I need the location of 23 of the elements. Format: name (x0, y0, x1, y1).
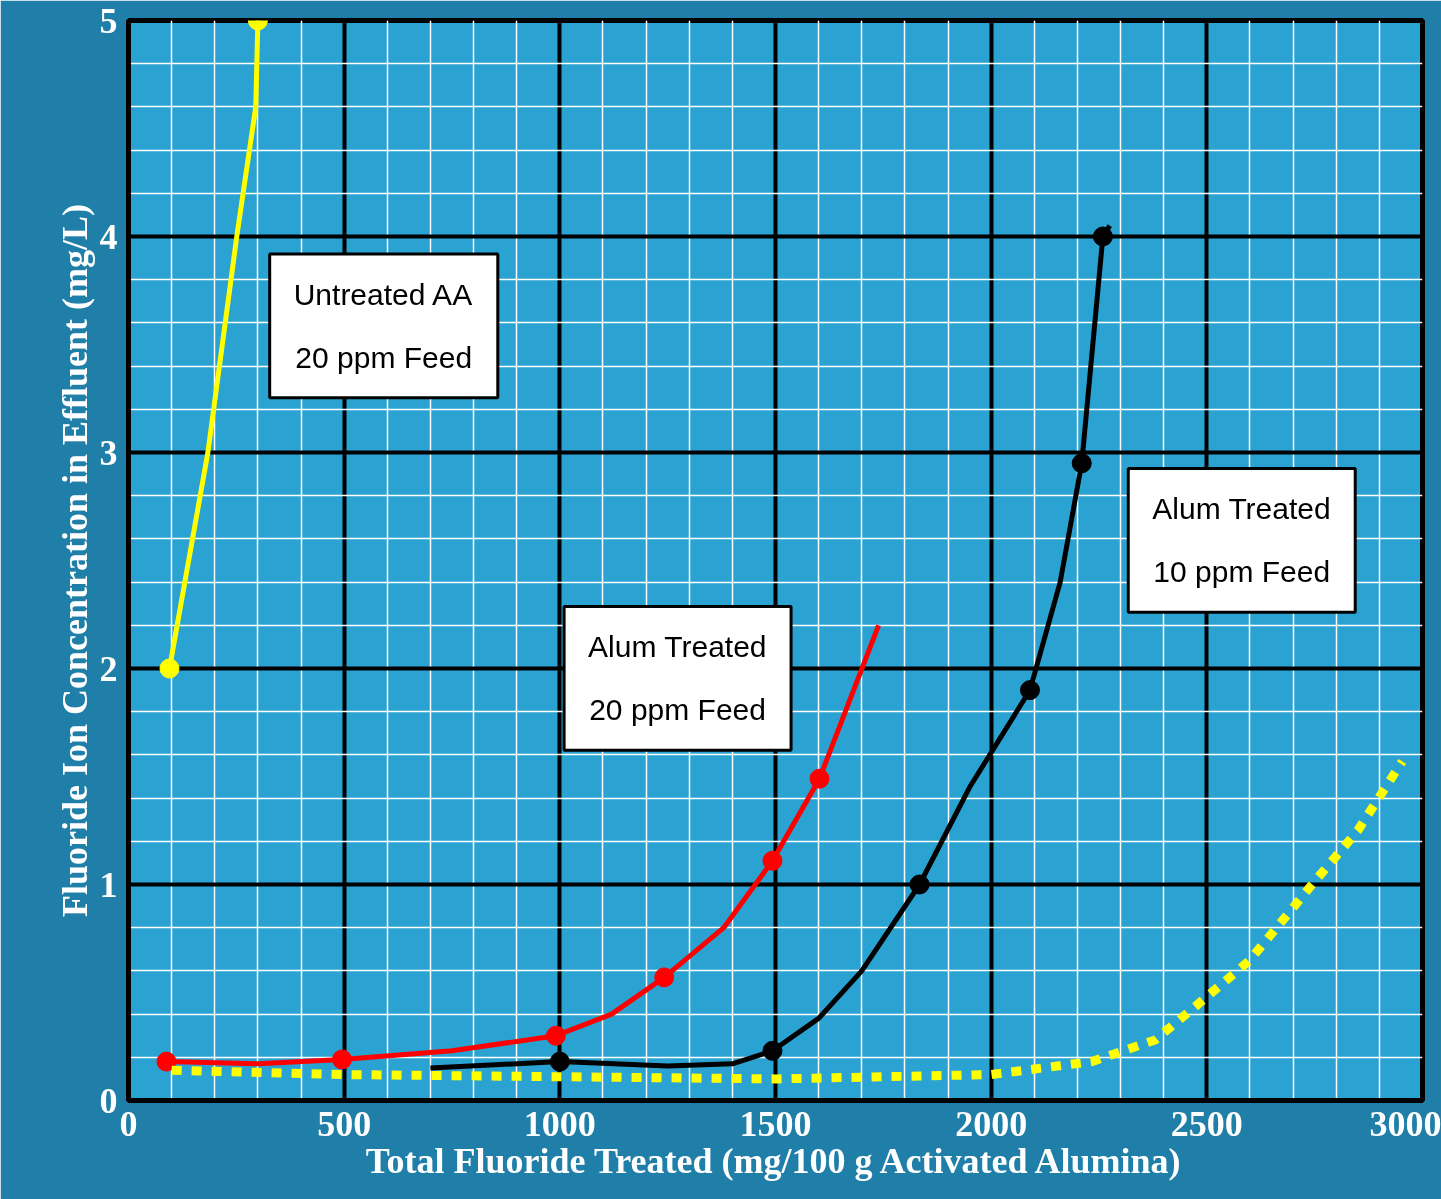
y-tick-label: 3 (99, 432, 118, 473)
y-tick-label: 5 (99, 0, 118, 41)
text: Untreated AA 20 ppm Feed (293, 278, 473, 374)
text: Alum Treated 20 ppm Feed (588, 630, 767, 727)
point (1071, 453, 1092, 474)
point (1019, 680, 1040, 701)
y-tick-label: 2 (99, 648, 118, 689)
y-tick-label: 1 (99, 864, 118, 905)
point (762, 1040, 783, 1061)
text: Alum Treated 10 ppm Feed (1152, 492, 1331, 589)
point (762, 850, 783, 871)
point (156, 1051, 177, 1072)
y-tick-label: 4 (99, 216, 118, 257)
point (549, 1051, 570, 1072)
point (654, 967, 675, 988)
point (809, 768, 830, 789)
point (909, 874, 930, 895)
point (332, 1049, 353, 1070)
x-tick-label: 3000 (1369, 1103, 1441, 1144)
point (1092, 226, 1113, 247)
point (159, 658, 180, 679)
y-axis-title: Fluoride Ion Concentration in Effluent (mg/L) (54, 203, 95, 917)
point (545, 1025, 566, 1046)
